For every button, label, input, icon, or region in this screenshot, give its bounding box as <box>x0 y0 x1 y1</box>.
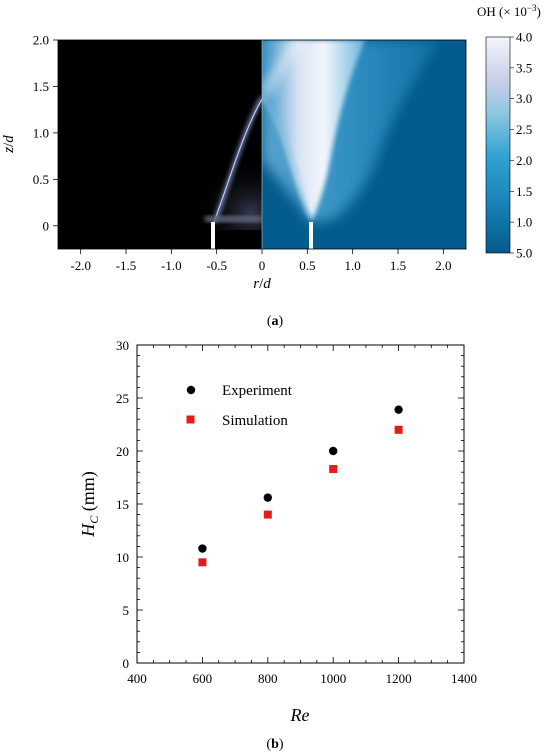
flame-front-core <box>213 98 262 223</box>
simulation-point <box>263 510 272 519</box>
a-xtick-label: -2.0 <box>70 258 91 273</box>
b-ytick-label: 30 <box>116 338 129 353</box>
b-ytick-label: 15 <box>116 497 129 512</box>
a-xtick-label: -1.0 <box>161 258 182 273</box>
burner-wall-right <box>309 222 313 249</box>
panel-a-ylabel: z/d <box>1 135 17 154</box>
colorbar-tick-label: 1.0 <box>516 215 532 230</box>
panel-b: 400 600 800 1000 1200 1400 0 5 10 15 20 25 30 Experi… <box>78 338 477 752</box>
experiment-point <box>329 446 338 456</box>
b-ytick-label: 10 <box>116 550 129 565</box>
colorbar: OH (× 10−3) 4.0 3.5 3.0 2.5 2.0 1.5 1.0 5.0 <box>477 3 541 261</box>
experiment-image <box>58 40 262 249</box>
a-ytick-label: 0.5 <box>33 172 49 187</box>
burner-rim-glow <box>205 216 262 222</box>
experiment-point <box>394 405 403 414</box>
colorbar-ticks: 4.0 3.5 3.0 2.5 2.0 1.5 1.0 5.0 <box>510 30 532 261</box>
b-ytick-label: 0 <box>123 656 130 671</box>
colorbar-tick-label: 2.5 <box>516 122 532 137</box>
simulation-image <box>262 40 466 249</box>
b-ytick-label: 5 <box>123 603 130 618</box>
legend-simulation-marker <box>186 415 195 424</box>
a-xtick-label: 1.0 <box>345 258 361 273</box>
a-xtick-label: 1.5 <box>390 258 406 273</box>
simulation-point <box>394 425 403 434</box>
colorbar-gradient <box>485 36 511 254</box>
b-xtick-label: 800 <box>258 671 278 686</box>
panel-b-points <box>198 405 403 567</box>
legend-experiment-marker <box>186 385 196 395</box>
panel-b-label: (b) <box>266 737 283 752</box>
panel-b-frame <box>136 344 465 664</box>
oh-plume <box>262 40 365 220</box>
panel-a: -2.0 -1.5 -1.0 -0.5 0 0.5 1.0 1.5 2.0 0 0.5 1.0 1.5 2… <box>1 3 541 329</box>
legend-simulation-label: Simulation <box>222 413 288 429</box>
colorbar-tick-label: 5.0 <box>516 246 532 261</box>
colorbar-tick-label: 3.0 <box>516 91 532 106</box>
b-xtick-label: 1400 <box>451 671 477 686</box>
panel-b-ylabel: HC (mm) <box>78 471 101 538</box>
legend: Experiment Simulation <box>186 383 293 429</box>
legend-experiment-label: Experiment <box>222 383 293 399</box>
a-ytick-label: 1.5 <box>33 79 49 94</box>
experiment-point <box>198 544 207 553</box>
a-ytick-label: 2.0 <box>33 33 49 48</box>
panel-a-ticks: -2.0 -1.5 -1.0 -0.5 0 0.5 1.0 1.5 2.0 0 0.5 1.0 1.5 2… <box>33 33 452 274</box>
colorbar-tick-label: 1.5 <box>516 184 532 199</box>
burner-wall-left <box>211 222 215 249</box>
a-ytick-label: 0 <box>43 218 50 233</box>
colorbar-title: OH (× 10−3) <box>477 3 541 19</box>
b-ytick-label: 20 <box>116 444 129 459</box>
colorbar-tick-label: 4.0 <box>516 30 532 45</box>
a-xtick-label: 0 <box>259 258 266 273</box>
centerline-glow <box>262 40 303 99</box>
simulation-point <box>329 465 338 474</box>
panel-b-xlabel: Re <box>290 705 310 725</box>
inner-edge <box>262 96 313 221</box>
b-ytick-label: 25 <box>116 391 129 406</box>
a-ytick-label: 1.0 <box>33 125 49 140</box>
experiment-point <box>263 493 272 502</box>
panel-a-label: (a) <box>267 314 284 329</box>
a-xtick-label: 2.0 <box>435 258 451 273</box>
b-xtick-label: 1000 <box>320 671 346 686</box>
colorbar-tick-label: 2.0 <box>516 153 532 168</box>
b-xtick-label: 400 <box>127 671 147 686</box>
a-xtick-label: 0.5 <box>299 258 315 273</box>
b-xtick-label: 1200 <box>386 671 412 686</box>
panel-b-ticks: 400 600 800 1000 1200 1400 0 5 10 15 20 25 30 <box>116 338 477 686</box>
colorbar-tick-label: 3.5 <box>516 60 532 75</box>
a-xtick-label: -0.5 <box>206 258 227 273</box>
b-xtick-label: 600 <box>193 671 213 686</box>
simulation-point <box>198 558 207 567</box>
a-xtick-label: -1.5 <box>116 258 137 273</box>
panel-a-xlabel: r/d <box>253 276 271 292</box>
